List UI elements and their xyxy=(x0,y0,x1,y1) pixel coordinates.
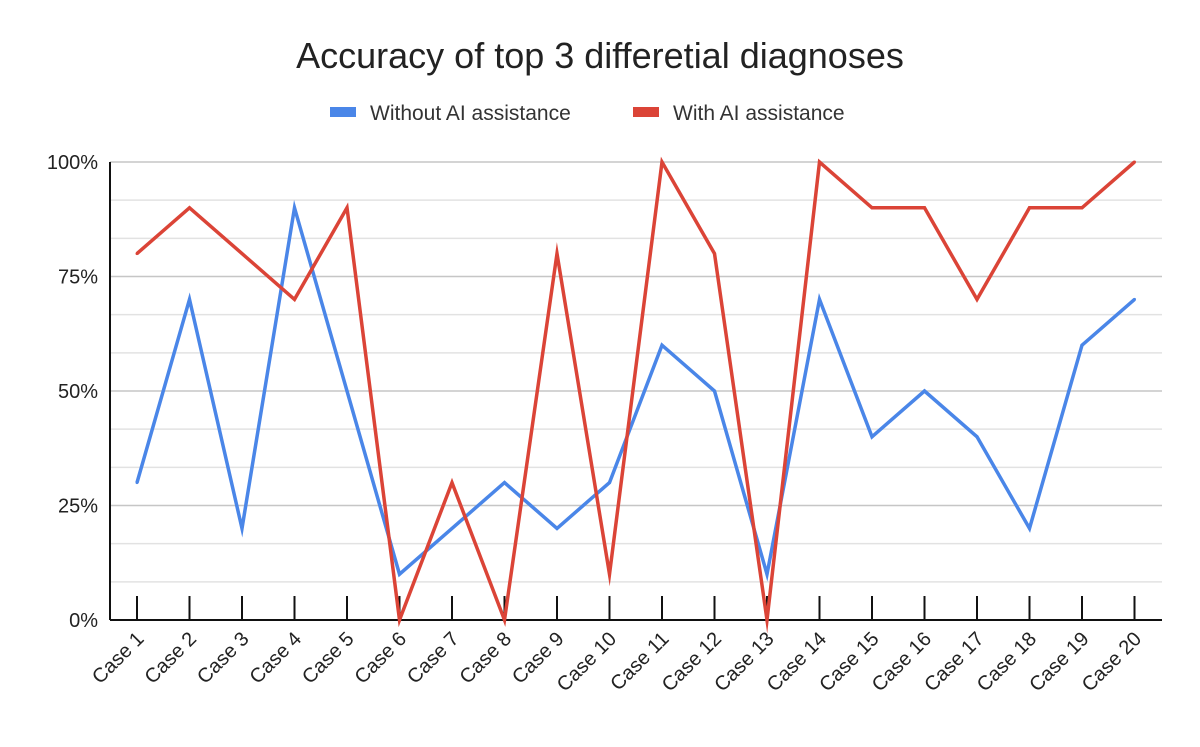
data-point xyxy=(398,618,401,622)
y-tick-label: 0% xyxy=(69,610,98,632)
legend-label-with-ai: With AI assistance xyxy=(673,102,845,125)
data-point xyxy=(135,481,139,485)
data-point xyxy=(765,572,769,576)
data-point xyxy=(240,252,244,256)
axes xyxy=(109,162,1162,621)
y-tick-label: 75% xyxy=(58,267,98,289)
legend-label-without-ai: Without AI assistance xyxy=(370,102,571,125)
data-point xyxy=(713,389,716,393)
data-point xyxy=(660,160,664,164)
data-point xyxy=(240,526,244,530)
legend: Without AI assistance With AI assistance xyxy=(330,102,845,125)
data-point xyxy=(135,252,139,256)
x-tick-label: Case 2 xyxy=(141,628,201,688)
x-tick-label: Case 5 xyxy=(298,628,358,688)
x-tick-label: Case 6 xyxy=(351,628,411,688)
data-point xyxy=(660,343,664,347)
data-point xyxy=(1028,206,1031,210)
x-tick-label: Case 4 xyxy=(246,628,306,688)
data-point xyxy=(398,572,401,576)
series-line-without-ai xyxy=(135,199,1136,582)
data-point xyxy=(1080,343,1084,347)
data-point xyxy=(555,252,559,256)
data-point xyxy=(345,389,349,393)
data-point xyxy=(975,435,979,439)
gridlines xyxy=(110,161,1162,583)
data-point xyxy=(608,572,611,576)
data-point xyxy=(1028,526,1031,530)
data-point xyxy=(293,206,296,210)
legend-swatch-without-ai xyxy=(330,107,356,117)
data-point xyxy=(923,206,926,210)
data-point xyxy=(503,618,506,622)
data-point xyxy=(555,526,559,530)
data-point xyxy=(188,297,191,301)
y-axis-ticks: 0% 25% 50% 75% 100% xyxy=(47,152,98,632)
data-point xyxy=(818,160,821,164)
data-point xyxy=(818,297,821,301)
x-tick-label: Case 1 xyxy=(88,628,148,688)
data-point xyxy=(975,297,979,301)
data-point xyxy=(870,435,874,439)
y-tick-label: 25% xyxy=(58,496,98,518)
y-tick-label: 100% xyxy=(47,152,98,174)
series-line-with-ai xyxy=(135,156,1136,634)
data-point xyxy=(608,481,611,485)
series-lines xyxy=(135,156,1136,634)
data-point xyxy=(188,206,191,210)
data-point xyxy=(503,481,506,485)
data-point xyxy=(870,206,874,210)
data-point xyxy=(1133,160,1136,164)
data-point xyxy=(450,481,454,485)
chart-title: Accuracy of top 3 differetial diagnoses xyxy=(296,35,904,76)
x-tick-label: Case 3 xyxy=(193,628,253,688)
data-point xyxy=(713,252,716,256)
data-point xyxy=(345,206,349,210)
data-point xyxy=(450,526,454,530)
x-tick-label: Case 8 xyxy=(456,628,516,688)
data-point xyxy=(765,618,769,622)
data-point xyxy=(1133,297,1136,301)
data-point xyxy=(293,297,296,301)
x-tick-label: Case 7 xyxy=(403,628,463,688)
data-point xyxy=(923,389,926,393)
legend-swatch-with-ai xyxy=(633,107,659,117)
data-point xyxy=(1080,206,1084,210)
y-tick-label: 50% xyxy=(58,381,98,403)
